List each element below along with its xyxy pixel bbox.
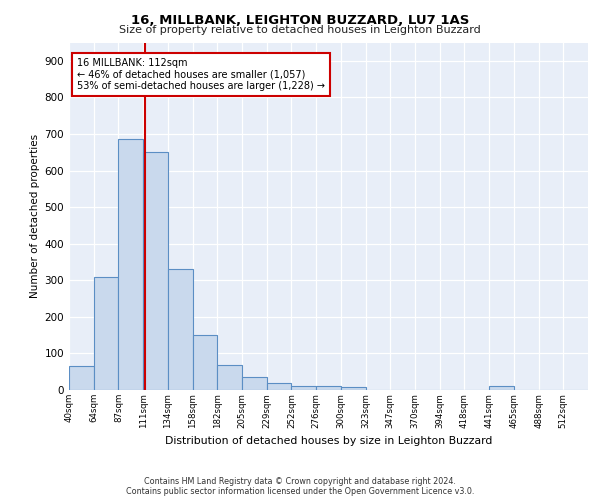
Text: Contains HM Land Registry data © Crown copyright and database right 2024.
Contai: Contains HM Land Registry data © Crown c… [126,476,474,496]
Text: 16 MILLBANK: 112sqm
← 46% of detached houses are smaller (1,057)
53% of semi-det: 16 MILLBANK: 112sqm ← 46% of detached ho… [77,58,325,92]
Bar [69,366,94,390]
Bar [292,386,316,390]
Bar [168,270,193,390]
Bar [118,140,143,390]
Bar [193,335,217,390]
Bar [242,377,267,390]
Bar [94,276,118,390]
Bar [267,382,292,390]
Bar [489,386,514,390]
Text: 16, MILLBANK, LEIGHTON BUZZARD, LU7 1AS: 16, MILLBANK, LEIGHTON BUZZARD, LU7 1AS [131,14,469,27]
Y-axis label: Number of detached properties: Number of detached properties [31,134,40,298]
Bar [217,365,242,390]
Bar [316,386,341,390]
Bar [341,387,365,390]
X-axis label: Distribution of detached houses by size in Leighton Buzzard: Distribution of detached houses by size … [165,436,492,446]
Bar [143,152,168,390]
Text: Size of property relative to detached houses in Leighton Buzzard: Size of property relative to detached ho… [119,25,481,35]
